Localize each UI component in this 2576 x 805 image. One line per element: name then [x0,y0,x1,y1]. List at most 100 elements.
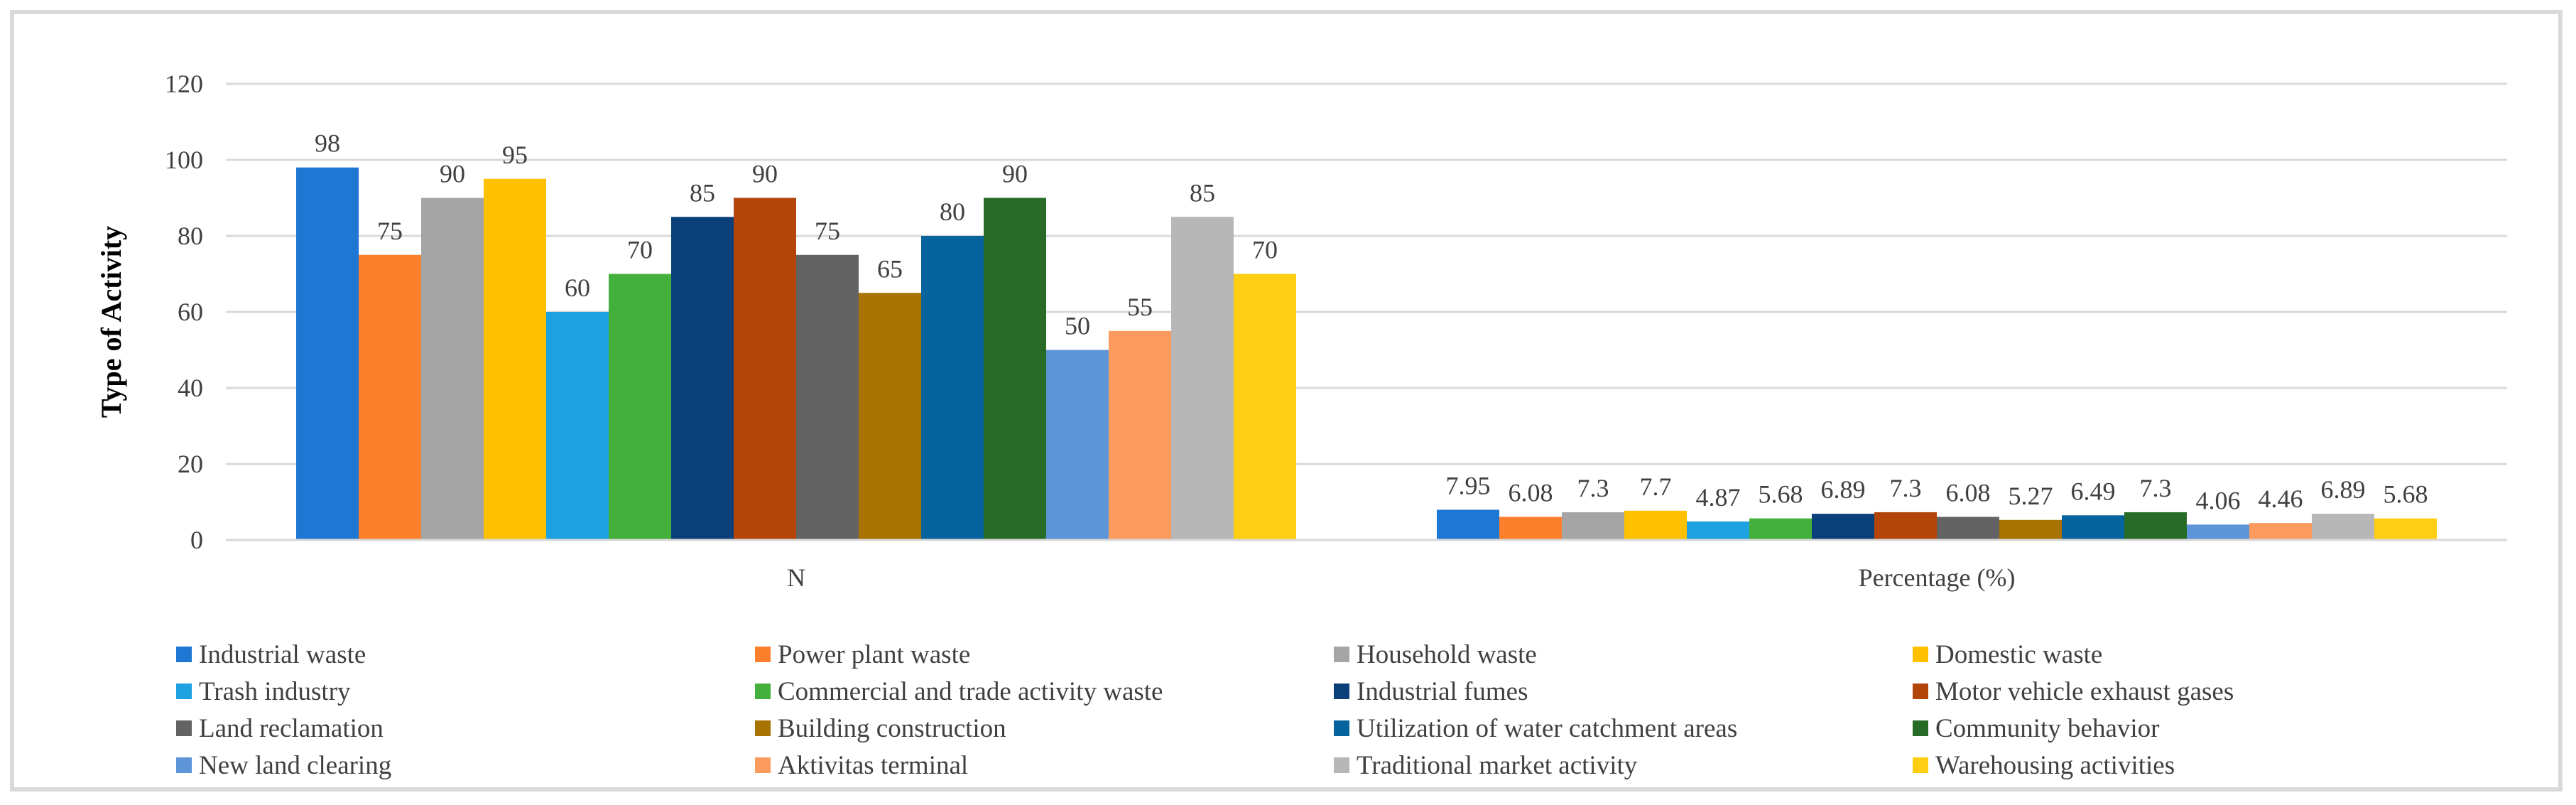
y-tick-label: 0 [190,526,203,554]
bar [1749,518,1812,540]
y-tick-label: 100 [165,146,203,174]
legend-label: Land reclamation [199,713,384,743]
data-label: 60 [565,274,590,302]
bar [1874,512,1937,540]
legend-label: Commercial and trade activity waste [778,676,1163,706]
legend-item: Household waste [1334,639,1913,670]
legend-swatch [176,647,192,662]
bar [1624,510,1687,540]
legend-swatch [1334,720,1349,736]
bar [1687,521,1749,540]
bar [546,312,609,540]
bar [1937,517,1999,540]
bar [859,293,921,540]
legend-swatch [755,720,771,736]
x-category-label: N [787,563,805,592]
legend-swatch [1913,684,1928,699]
data-label: 4.46 [2259,485,2303,513]
chart-frame: 0 20 40 60 80 100 120 98 75 90 95 60 70 85 90 75 65 80 90… [10,10,2563,792]
legend-swatch [176,720,192,736]
legend-swatch [1334,647,1349,662]
bar [1109,330,1171,540]
legend-label: Building construction [778,713,1006,743]
legend-swatch [755,647,771,662]
data-label: 7.3 [2140,474,2172,502]
bar [1999,519,2062,540]
legend-item: Industrial waste [176,639,755,670]
legend-item: Warehousing activities [1913,750,2491,781]
data-label: 98 [315,129,340,158]
bar [2062,515,2124,540]
data-label: 85 [690,178,715,207]
bar [671,217,734,540]
legend-item: Land reclamation [176,713,755,744]
legend-label: Motor vehicle exhaust gases [1935,676,2234,706]
legend-swatch [1913,647,1928,662]
data-label: 50 [1065,312,1090,340]
x-axis-categories: N Percentage (%) [787,563,2015,592]
data-label: 6.89 [2321,475,2366,504]
legend-label: Industrial waste [199,639,366,669]
y-tick-label: 120 [165,70,203,98]
legend: Industrial waste Power plant waste Househo… [176,636,2491,784]
bar [2187,524,2249,540]
legend-swatch [1913,757,1928,773]
bar [1046,350,1109,540]
legend-swatch [1334,757,1349,773]
legend-row: New land clearing Aktivitas terminal Tradi… [176,747,2491,784]
bar [484,178,546,540]
data-label: 90 [440,160,465,188]
data-label: 6.49 [2071,477,2116,505]
legend-label: Trash industry [199,676,351,706]
data-label: 65 [877,254,903,283]
legend-item: Power plant waste [755,639,1334,670]
bar [359,254,421,540]
legend-item: Community behavior [1913,713,2491,744]
y-axis-ticks: 0 20 40 60 80 100 120 [165,70,203,554]
data-label: 4.06 [2196,486,2241,514]
data-label: 75 [377,217,403,245]
data-label: 5.27 [2009,482,2053,510]
bar [2312,514,2374,540]
data-label: 90 [1002,160,1028,188]
bar [1812,514,1874,540]
legend-item: New land clearing [176,750,755,781]
data-label: 70 [1252,236,1278,264]
legend-swatch [1913,720,1928,736]
y-axis-label: Type of Activity [95,226,127,418]
bar [296,167,359,540]
legend-swatch [755,684,771,699]
bar [1171,217,1234,540]
legend-label: Domestic waste [1935,639,2103,669]
legend-item: Domestic waste [1913,639,2491,670]
y-tick-label: 20 [178,450,203,478]
legend-item: Aktivitas terminal [755,750,1334,781]
y-tick-label: 60 [178,298,203,326]
bar [2249,523,2312,540]
bar [1562,512,1624,540]
legend-swatch [176,684,192,699]
data-label: 70 [627,236,653,264]
data-label: 80 [940,198,965,226]
data-label: 6.89 [1821,475,1866,504]
legend-label: Household waste [1357,639,1537,669]
legend-row: Land reclamation Building construction Uti… [176,710,2491,747]
data-label: 90 [752,160,778,188]
data-label: 4.87 [1696,483,1741,512]
data-label: 7.3 [1577,474,1609,502]
data-label: 7.95 [1446,471,1491,499]
bar [1499,517,1562,540]
y-tick-label: 80 [178,222,203,250]
data-label: 55 [1127,293,1153,321]
data-label: 7.7 [1640,472,1672,501]
legend-label: Power plant waste [778,639,971,669]
bars [226,167,2507,541]
legend-label: Community behavior [1935,713,2160,743]
legend-label: Warehousing activities [1935,750,2175,780]
data-label: 95 [502,141,528,169]
bar [2124,512,2187,540]
legend-label: Traditional market activity [1357,750,1638,780]
legend-item: Trash industry [176,676,755,707]
bar [734,198,796,540]
legend-item: Traditional market activity [1334,750,1913,781]
